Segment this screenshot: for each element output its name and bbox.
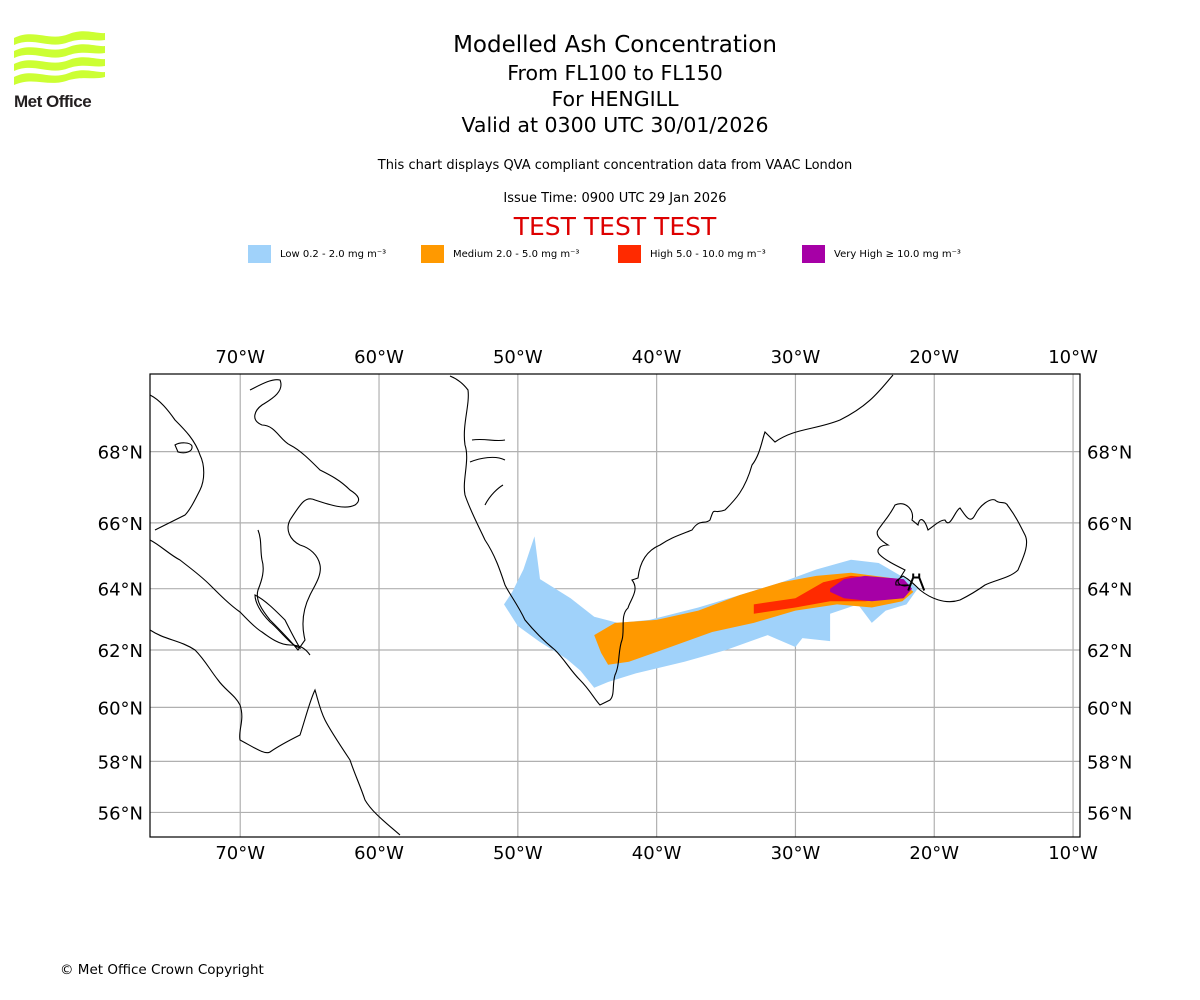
lon-tick-label-top: 10°W (1048, 347, 1098, 368)
lat-tick-label-left: 66°N (98, 514, 143, 535)
legend: Low 0.2 - 2.0 mg m⁻³ Medium 2.0 - 5.0 mg… (248, 244, 961, 264)
lat-tick-label-left: 58°N (98, 752, 143, 773)
lon-tick-label-top: 50°W (493, 347, 543, 368)
coastline-iceland (876, 499, 1028, 603)
lat-tick-label-right: 62°N (1087, 641, 1132, 662)
copyright: © Met Office Crown Copyright (60, 962, 264, 978)
coastline-greenland-east (449, 374, 894, 706)
flight-levels: From FL100 to FL150 (507, 61, 723, 85)
volcano-name: For HENGILL (551, 87, 679, 111)
lon-tick-label-bottom: 20°W (909, 843, 959, 864)
coastline-baffin (249, 379, 360, 651)
island-outline (254, 594, 302, 649)
valid-time: Valid at 0300 UTC 30/01/2026 (461, 113, 769, 137)
lon-tick-label-bottom: 50°W (493, 843, 543, 864)
coastline-greenland-fjord (469, 438, 506, 506)
axis-labels: 70°W 70°W 60°W 60°W 50°W 50°W 40°W 40°W 30°W 30°W… (98, 347, 1133, 864)
legend-swatch-high (618, 245, 641, 263)
coastline-labrador (150, 629, 401, 836)
lon-tick-label-top: 60°W (354, 347, 404, 368)
coastlines (150, 374, 1028, 836)
lon-tick-label-bottom: 40°W (632, 843, 682, 864)
lat-tick-label-right: 58°N (1087, 752, 1132, 773)
lake-outline (174, 442, 193, 454)
lat-tick-label-right: 64°N (1087, 580, 1132, 601)
brand-name: Met Office (14, 92, 92, 111)
legend-label-very-high: Very High ≥ 10.0 mg m⁻³ (834, 248, 961, 260)
graticule (150, 374, 1080, 837)
lon-tick-label-bottom: 10°W (1048, 843, 1098, 864)
lat-tick-label-left: 60°N (98, 698, 143, 719)
qva-note: This chart displays QVA compliant concen… (377, 158, 853, 173)
volcano-marker-icon (907, 573, 926, 591)
lat-tick-label-left: 64°N (98, 580, 143, 601)
ash-layers (504, 536, 918, 688)
legend-swatch-medium (421, 245, 444, 263)
lon-tick-label-bottom: 60°W (354, 843, 404, 864)
coastline-canada-west (150, 539, 311, 656)
legend-item-very-high: Very High ≥ 10.0 mg m⁻³ (802, 245, 961, 263)
lat-tick-label-right: 56°N (1087, 803, 1132, 824)
lat-tick-label-right: 66°N (1087, 514, 1132, 535)
lon-tick-label-bottom: 30°W (771, 843, 821, 864)
met-office-logo-icon (14, 31, 105, 85)
lon-tick-label-top: 70°W (215, 347, 265, 368)
map-frame (149, 373, 1081, 838)
legend-item-medium: Medium 2.0 - 5.0 mg m⁻³ (421, 245, 618, 263)
lat-tick-label-left: 56°N (98, 803, 143, 824)
legend-item-low: Low 0.2 - 2.0 mg m⁻³ (248, 245, 421, 263)
lat-tick-label-right: 60°N (1087, 698, 1132, 719)
chart-title: Modelled Ash Concentration (453, 32, 777, 58)
lat-tick-label-left: 62°N (98, 641, 143, 662)
chart-titles: Modelled Ash Concentration From FL100 to… (0, 30, 1200, 138)
test-banner: TEST TEST TEST (513, 212, 717, 241)
volcano-icon (907, 573, 926, 591)
ash-region-very-high (830, 575, 912, 602)
lon-tick-label-bottom: 70°W (215, 843, 265, 864)
lon-tick-label-top: 40°W (632, 347, 682, 368)
legend-item-high: High 5.0 - 10.0 mg m⁻³ (618, 245, 802, 263)
legend-label-low: Low 0.2 - 2.0 mg m⁻³ (280, 248, 387, 260)
legend-label-high: High 5.0 - 10.0 mg m⁻³ (650, 248, 766, 260)
legend-label-medium: Medium 2.0 - 5.0 mg m⁻³ (453, 248, 580, 260)
coastline-canada-north (150, 394, 205, 531)
lon-tick-label-top: 20°W (909, 347, 959, 368)
issue-time: Issue Time: 0900 UTC 29 Jan 2026 (503, 191, 727, 206)
legend-swatch-very-high (802, 245, 825, 263)
lon-tick-label-top: 30°W (771, 347, 821, 368)
legend-swatch-low (248, 245, 271, 263)
lat-tick-label-right: 68°N (1087, 443, 1132, 464)
lat-tick-label-left: 68°N (98, 443, 143, 464)
